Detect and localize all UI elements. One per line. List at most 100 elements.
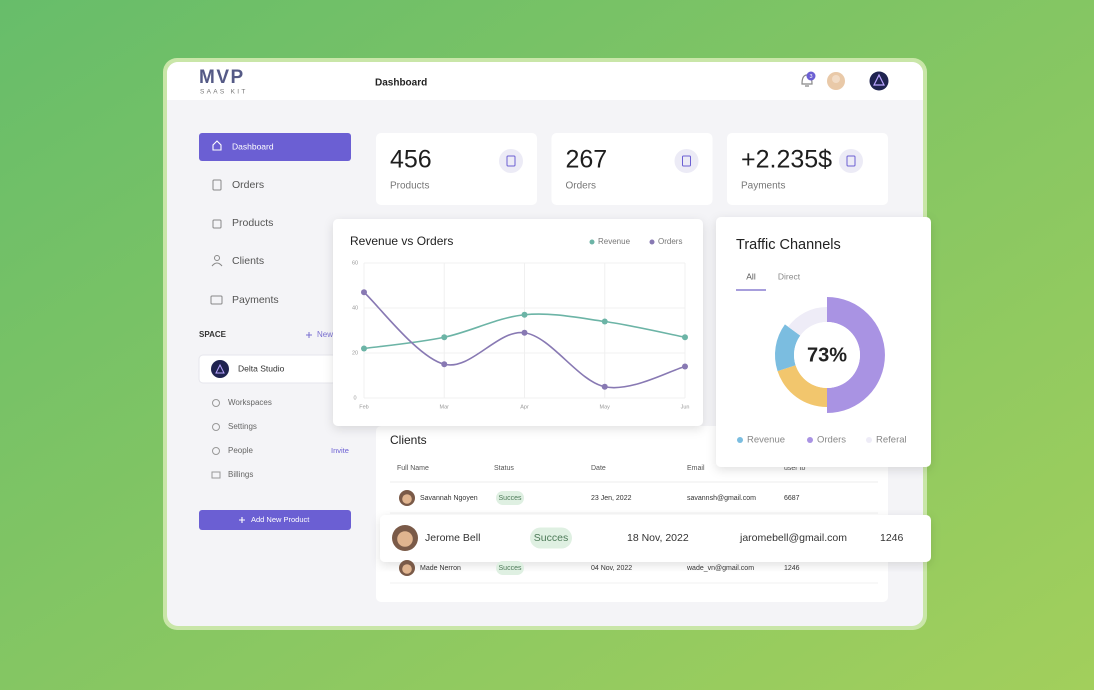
y-tick-label: 20 — [352, 350, 358, 356]
donut-hole — [794, 322, 860, 388]
client-avatar-face — [397, 531, 413, 547]
stat-card — [551, 133, 713, 205]
revenue-chart-card: Revenue vs Orders Revenue Orders 0 20 40 60 Feb… — [333, 219, 703, 426]
legend-swatch — [807, 437, 813, 443]
center-label: 73% — [807, 344, 847, 366]
stat-icon — [674, 149, 699, 173]
legend-label: Revenue — [747, 435, 785, 446]
clients-icon — [211, 262, 223, 267]
donut-slice — [827, 297, 885, 413]
stat-label: Payments — [741, 181, 785, 192]
avatar-face — [832, 75, 840, 83]
data-point — [601, 318, 608, 325]
org-logo-mark — [873, 73, 885, 86]
add-product-button[interactable] — [199, 510, 351, 530]
clients-icon — [214, 255, 220, 261]
chart-card-bg — [333, 219, 703, 426]
link-icon — [212, 423, 220, 431]
status-pill — [530, 527, 572, 549]
column-header: Full Name — [397, 465, 429, 472]
row-highlight[interactable] — [380, 515, 931, 562]
clients-card: Clients Full Name Status Date Email user to Sa… — [376, 426, 931, 602]
payments-icon — [210, 295, 223, 305]
stat-label: Products — [390, 181, 429, 192]
tab[interactable]: All — [746, 271, 756, 281]
legend-label: Revenue — [598, 237, 631, 246]
section-title: SPACE — [199, 330, 227, 339]
top-bar — [167, 62, 923, 100]
chart-title: Revenue vs Orders — [350, 234, 453, 248]
data-point — [441, 334, 448, 341]
nav-item[interactable]: Payments — [232, 294, 279, 306]
data-point — [441, 361, 448, 368]
org-logo[interactable] — [869, 71, 889, 91]
status-text: Succes — [499, 495, 522, 502]
cell: 6687 — [784, 495, 800, 502]
stat-value: 456 — [390, 146, 432, 174]
y-tick-label: 0 — [353, 395, 356, 401]
data-point — [521, 329, 528, 336]
x-tick-label: Feb — [359, 404, 368, 410]
cell: Savannah Ngoyen — [420, 495, 478, 502]
link-icon — [212, 447, 220, 455]
cell: wade_vn@gmail.com — [686, 565, 754, 572]
stat-icon — [499, 149, 523, 173]
nav-item[interactable]: Orders — [232, 179, 264, 191]
stats: 456 Products 267 Orders +2.235$ Payments — [376, 133, 888, 205]
home-icon — [212, 140, 222, 151]
x-tick-label: May — [600, 404, 611, 410]
sidebar-link[interactable]: People — [228, 446, 253, 455]
brand-name: MVP — [199, 67, 245, 88]
donut-slice — [774, 324, 801, 372]
nav-item[interactable]: Products — [232, 217, 273, 229]
data-point — [521, 311, 528, 318]
column-header: Email — [687, 465, 705, 472]
badge — [806, 71, 816, 81]
legend-swatch — [737, 437, 743, 443]
products-icon — [212, 219, 222, 229]
link-icon — [212, 399, 220, 407]
link-icon — [211, 471, 221, 479]
page-title: Dashboard — [375, 78, 427, 89]
x-tick-label: Mar — [440, 404, 450, 410]
cell: Jerome Bell — [425, 532, 480, 544]
cell: 23 Jen, 2022 — [591, 495, 632, 502]
sidebar-link[interactable]: Workspaces — [228, 398, 272, 407]
legend-label: Orders — [658, 237, 682, 246]
new-link[interactable]: New — [317, 330, 333, 339]
stat-card — [376, 133, 537, 205]
legend-label: Referal — [876, 435, 907, 446]
data-point — [682, 363, 688, 370]
stat-value: 267 — [566, 146, 608, 174]
nav-item[interactable]: Clients — [232, 255, 264, 267]
cell: jaromebell@gmail.com — [739, 532, 847, 544]
status-pill — [496, 561, 524, 575]
status-text: Succes — [499, 565, 522, 572]
clients-title: Clients — [390, 433, 427, 447]
workspace-logo — [211, 360, 229, 378]
tab[interactable]: Direct — [778, 271, 801, 281]
stat-icon-glyph — [506, 155, 516, 167]
column-header: Status — [494, 465, 514, 472]
stat-label: Orders — [566, 181, 597, 192]
donut-slice — [777, 365, 827, 407]
donut-slice — [788, 307, 827, 336]
sidebar-link[interactable]: Settings — [228, 422, 257, 431]
badge-count: 3 — [809, 74, 812, 80]
brand-tagline: SAAS KIT — [200, 89, 248, 96]
status-pill — [496, 491, 524, 505]
sidebar-link[interactable]: Billings — [228, 470, 253, 479]
cell: 04 Nov, 2022 — [591, 565, 632, 572]
button-label: Add New Product — [251, 515, 310, 524]
workspace-name: Delta Studio — [238, 363, 285, 373]
orders-icon — [212, 179, 222, 191]
plus-icon — [239, 517, 245, 523]
nav-item[interactable]: Dashboard — [232, 141, 274, 151]
stat-value: +2.235$ — [741, 146, 832, 174]
stat-icon — [839, 149, 863, 173]
legend-swatch — [589, 239, 595, 245]
nav-active[interactable] — [199, 133, 351, 161]
stat-icon-glyph — [846, 155, 856, 167]
invite-link[interactable]: Invite — [331, 446, 349, 455]
